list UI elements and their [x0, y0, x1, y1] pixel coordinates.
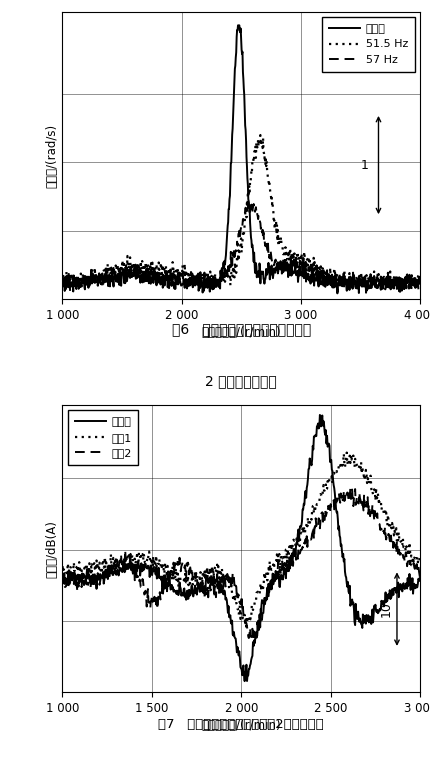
X-axis label: 发动机转速/(r/min): 发动机转速/(r/min) [201, 719, 280, 733]
方案1 [299, 529, 304, 539]
传动轴 [82, 282, 87, 292]
57 Hz [245, 197, 250, 206]
Y-axis label: 声压级/dB(A): 声压级/dB(A) [45, 520, 58, 577]
51.5 Hz [417, 279, 422, 288]
方案2 [271, 577, 276, 586]
Text: 2 阶扭转振动影响: 2 阶扭转振动影响 [205, 375, 276, 389]
51.5 Hz [408, 286, 413, 295]
Text: 10: 10 [379, 601, 392, 617]
57 Hz [331, 276, 336, 286]
51.5 Hz [82, 276, 87, 286]
Line: 51.5 Hz: 51.5 Hz [62, 135, 419, 290]
方案2 [417, 577, 422, 587]
原状态 [242, 677, 247, 686]
方案2 [60, 577, 65, 586]
方案2 [123, 557, 128, 566]
Legend: 原状态, 方案1, 方案2: 原状态, 方案1, 方案2 [68, 411, 138, 465]
传动轴 [331, 272, 336, 281]
原状态 [151, 565, 157, 574]
原状态 [221, 586, 227, 595]
57 Hz [368, 279, 373, 288]
方案2 [221, 574, 227, 584]
51.5 Hz [368, 272, 373, 282]
方案2 [250, 634, 255, 643]
51.5 Hz [288, 256, 293, 265]
57 Hz [335, 287, 340, 296]
Text: 图7   增加扭转减振器前后车内2阶噪声对比: 图7 增加扭转减振器前后车内2阶噪声对比 [158, 719, 323, 731]
Line: 方案1: 方案1 [62, 452, 419, 629]
方案1 [344, 448, 349, 457]
57 Hz [277, 262, 282, 271]
Legend: 传动轴, 51.5 Hz, 57 Hz: 传动轴, 51.5 Hz, 57 Hz [322, 17, 414, 71]
原状态 [299, 517, 304, 526]
方案1 [123, 552, 128, 561]
方案2 [151, 592, 157, 601]
51.5 Hz [331, 263, 336, 272]
方案1 [221, 570, 227, 579]
51.5 Hz [277, 238, 282, 248]
方案2 [347, 483, 352, 493]
传动轴 [417, 274, 422, 283]
传动轴 [334, 289, 339, 298]
方案1 [329, 479, 334, 488]
原状态 [123, 559, 128, 569]
57 Hz [288, 258, 293, 268]
方案1 [243, 625, 249, 634]
Line: 传动轴: 传动轴 [62, 26, 419, 293]
传动轴 [368, 283, 373, 293]
Line: 方案2: 方案2 [62, 488, 419, 639]
原状态 [271, 570, 276, 580]
方案1 [417, 555, 422, 564]
方案2 [299, 545, 304, 554]
原状态 [316, 411, 322, 420]
原状态 [417, 571, 422, 580]
方案2 [329, 500, 334, 509]
原状态 [60, 572, 65, 581]
传动轴 [277, 263, 282, 272]
57 Hz [417, 275, 422, 285]
传动轴 [60, 277, 65, 286]
Text: 图6   不同频率扭转减振器对传动系: 图6 不同频率扭转减振器对传动系 [171, 322, 310, 336]
57 Hz [267, 247, 273, 256]
传动轴 [267, 268, 273, 277]
X-axis label: 发动机转速/(r/min): 发动机转速/(r/min) [201, 326, 280, 339]
Line: 原状态: 原状态 [62, 415, 419, 681]
传动轴 [235, 21, 240, 30]
方案1 [60, 562, 65, 571]
57 Hz [82, 276, 87, 286]
51.5 Hz [267, 189, 273, 199]
51.5 Hz [257, 130, 262, 140]
57 Hz [60, 274, 65, 283]
方案1 [151, 555, 157, 564]
Text: 1: 1 [359, 158, 367, 171]
原状态 [330, 475, 335, 484]
51.5 Hz [60, 270, 65, 279]
Line: 57 Hz: 57 Hz [62, 202, 419, 292]
传动轴 [288, 255, 293, 265]
方案1 [271, 564, 276, 573]
Y-axis label: 角速度/(rad/s): 角速度/(rad/s) [45, 123, 58, 188]
